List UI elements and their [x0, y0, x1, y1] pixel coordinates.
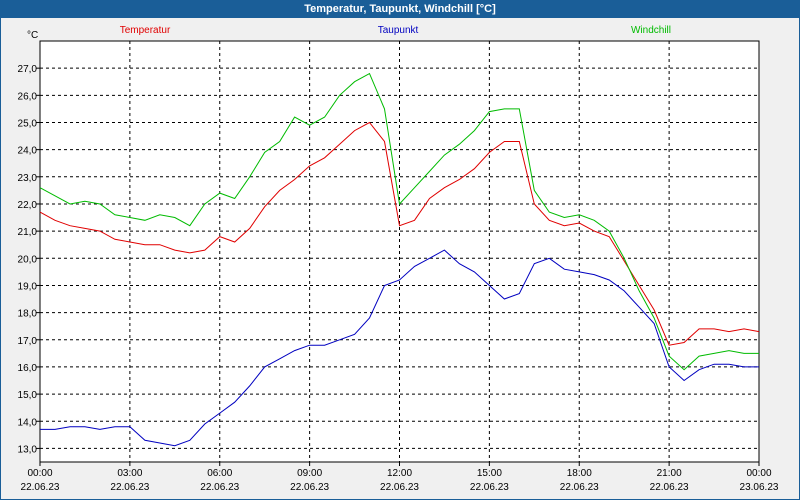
x-tick-date-label: 22.06.23 — [290, 482, 329, 493]
y-axis-unit-label: °C — [27, 30, 38, 41]
y-tick-label: 23,0 — [18, 173, 38, 184]
x-tick-date-label: 22.06.23 — [110, 482, 149, 493]
legend-entry-taupunkt: Taupunkt — [378, 25, 419, 36]
x-tick-date-label: 22.06.23 — [200, 482, 239, 493]
y-tick-label: 13,0 — [18, 444, 38, 455]
y-tick-label: 25,0 — [18, 118, 38, 129]
legend-entry-temperatur: Temperatur — [120, 25, 171, 36]
y-tick-label: 19,0 — [18, 281, 38, 292]
y-tick-label: 27,0 — [18, 64, 38, 75]
x-tick-time-label: 12:00 — [387, 468, 412, 479]
y-tick-label: 17,0 — [18, 336, 38, 347]
x-tick-date-label: 22.06.23 — [21, 482, 60, 493]
x-tick-time-label: 09:00 — [297, 468, 322, 479]
x-tick-time-label: 03:00 — [117, 468, 142, 479]
window-title-bar: Temperatur, Taupunkt, Windchill [°C] — [0, 0, 800, 18]
y-tick-label: 14,0 — [18, 417, 38, 428]
y-tick-label: 15,0 — [18, 390, 38, 401]
x-tick-time-label: 00:00 — [746, 468, 771, 479]
series-line-windchill — [39, 72, 759, 371]
x-tick-date-label: 22.06.23 — [470, 482, 509, 493]
series-line-temperatur — [39, 121, 760, 346]
x-tick-date-label: 22.06.23 — [380, 482, 419, 493]
x-tick-time-label: 15:00 — [477, 468, 502, 479]
y-tick-label: 16,0 — [18, 363, 38, 374]
x-tick-time-label: 00:00 — [27, 468, 52, 479]
chart-frame: 13,0 14,0 15,0 16,0 17,0 18,0 19,0 20,0 21,0 22,0… — [0, 18, 800, 500]
y-tick-label: 24,0 — [18, 146, 38, 157]
chart-svg: 13,0 14,0 15,0 16,0 17,0 18,0 19,0 20,0 21,0 22,0… — [18, 25, 779, 493]
window-title: Temperatur, Taupunkt, Windchill [°C] — [304, 3, 496, 15]
x-tick-time-label: 21:00 — [657, 468, 682, 479]
y-tick-label: 22,0 — [18, 200, 38, 211]
x-tick-time-label: 06:00 — [207, 468, 232, 479]
x-tick-date-label: 22.06.23 — [560, 482, 599, 493]
y-tick-label: 21,0 — [18, 227, 38, 238]
legend-entry-windchill: Windchill — [631, 25, 671, 36]
y-tick-label: 26,0 — [18, 91, 38, 102]
x-tick-date-label: 23.06.23 — [740, 482, 779, 493]
y-tick-label: 20,0 — [18, 254, 38, 265]
x-tick-time-label: 18:00 — [567, 468, 592, 479]
series-line-taupunkt — [40, 249, 759, 447]
x-tick-date-label: 22.06.23 — [650, 482, 689, 493]
y-tick-label: 18,0 — [18, 309, 38, 320]
